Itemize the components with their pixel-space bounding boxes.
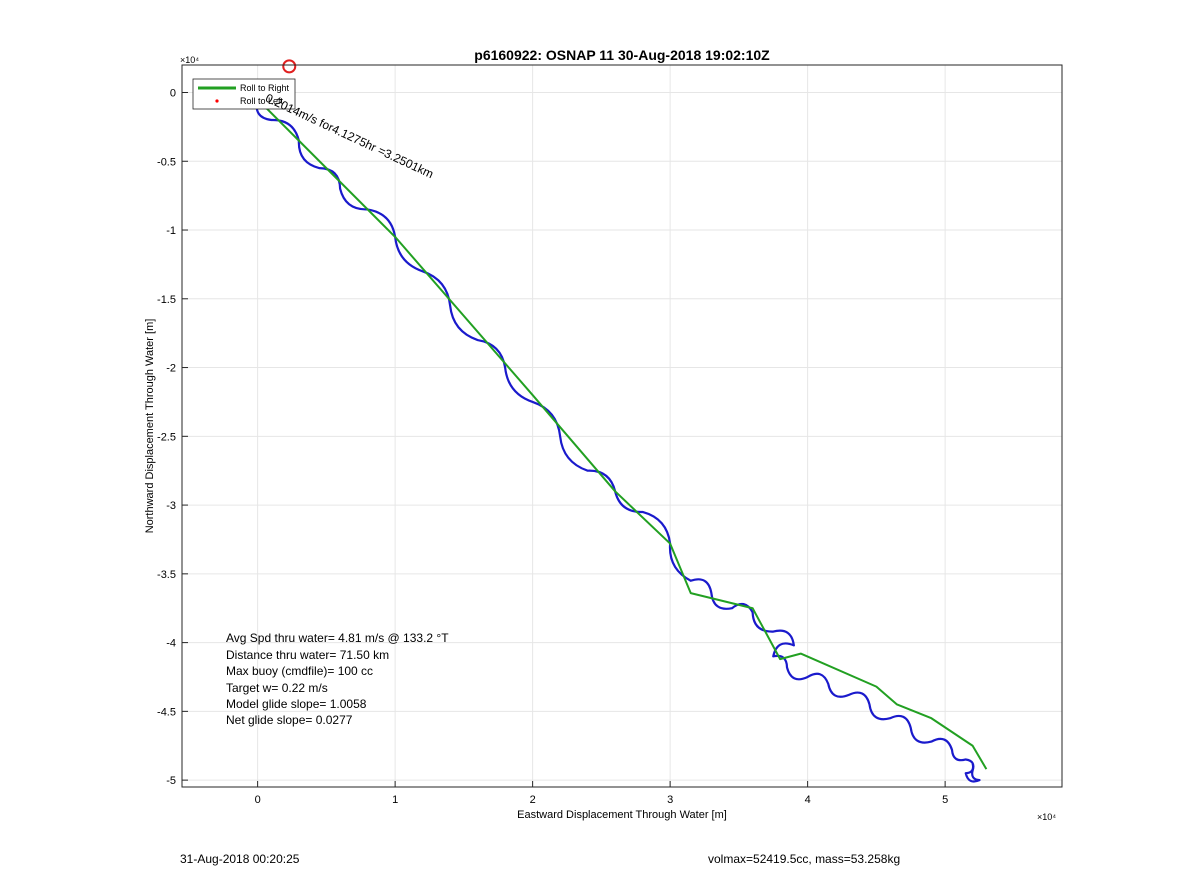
y-tick-label: -2: [166, 363, 176, 375]
axes-box: [181, 64, 1063, 788]
x-tick-label: 0: [255, 794, 261, 806]
y-tick-label: -2.5: [157, 431, 176, 443]
stats-line-distance: Distance thru water= 71.50 km: [226, 648, 389, 662]
y-tick-label: -4: [166, 638, 176, 650]
x-tick-label: 4: [805, 794, 811, 806]
stats-block: Avg Spd thru water= 4.81 m/s @ 133.2 °T …: [226, 631, 449, 727]
x-axis-label: Eastward Displacement Through Water [m]: [517, 809, 727, 821]
y-tick-label: -3.5: [157, 569, 176, 581]
footer-timestamp: 31-Aug-2018 00:20:25: [180, 852, 300, 866]
roll-to-right-line: [256, 98, 988, 770]
legend-box: [192, 78, 296, 110]
start-circle: [282, 59, 297, 74]
y-tick-label: 0: [170, 88, 176, 100]
y-tick-label: -3: [166, 500, 176, 512]
ticks: 0 1 2 3 4 5 0 -0.5 -1 -1.5 -2 -2.5 -3 -3.5 -4 -4.5 -5: [157, 88, 948, 806]
legend-label-roll-right: Roll to Right: [240, 83, 290, 93]
legend-label-roll-left: Roll to Left: [240, 96, 284, 106]
y-tick-label: -1.5: [157, 294, 176, 306]
stats-line-max-buoy: Max buoy (cmdfile)= 100 cc: [226, 664, 373, 678]
footer-mass-info: volmax=52419.5cc, mass=53.258kg: [708, 852, 901, 866]
y-tick-label: -5: [166, 775, 176, 787]
x-exponent-label: ×10⁴: [1037, 812, 1056, 822]
legend: Roll to Right Roll to Left: [192, 78, 296, 110]
x-tick-label: 1: [392, 794, 398, 806]
legend-dot-roll-left: [215, 99, 219, 103]
plot-area: [182, 65, 1062, 787]
y-tick-label: -4.5: [157, 706, 176, 718]
dive-path-line: [255, 99, 981, 783]
y-exponent-label: ×10⁴: [180, 55, 199, 65]
y-axis-label: Northward Displacement Through Water [m]: [144, 319, 156, 534]
series-layer: [255, 59, 988, 783]
x-tick-label: 3: [667, 794, 673, 806]
stats-line-target-w: Target w= 0.22 m/s: [226, 681, 328, 695]
y-tick-label: -0.5: [157, 156, 176, 168]
chart-title: p6160922: OSNAP 11 30-Aug-2018 19:02:10Z: [474, 47, 770, 63]
stats-line-net-glide: Net glide slope= 0.0277: [226, 713, 353, 727]
y-tick-label: -1: [166, 225, 176, 237]
x-tick-label: 2: [530, 794, 536, 806]
x-tick-label: 5: [942, 794, 948, 806]
stats-line-model-glide: Model glide slope= 1.0058: [226, 697, 367, 711]
stats-line-avg-speed: Avg Spd thru water= 4.81 m/s @ 133.2 °T: [226, 631, 449, 645]
